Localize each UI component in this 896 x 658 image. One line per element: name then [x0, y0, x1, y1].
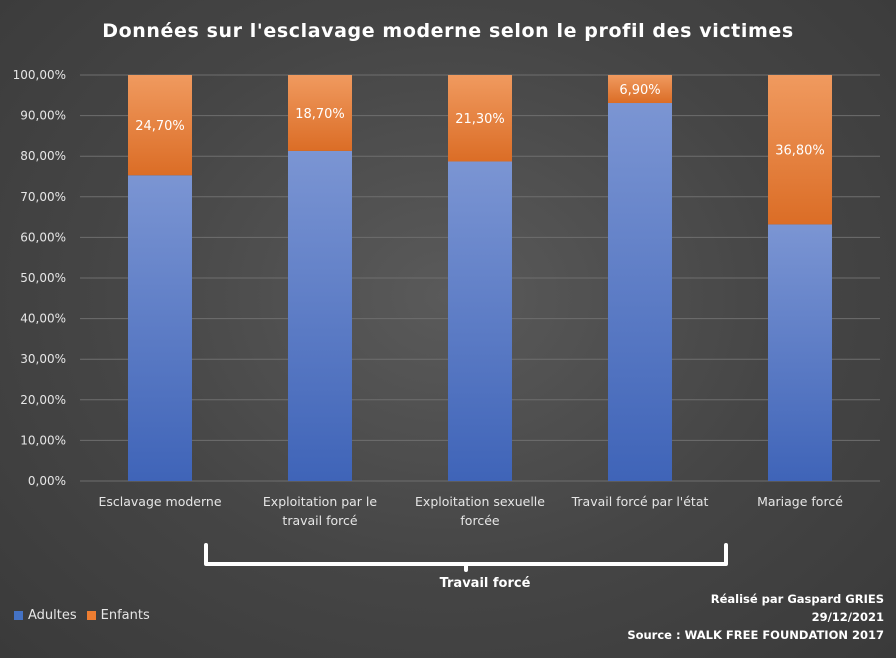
x-category-label: Exploitation sexuelle [415, 494, 545, 509]
bracket-label: Travail forcé [439, 576, 531, 591]
y-tick-label: 90,00% [20, 109, 66, 123]
y-tick-label: 0,00% [28, 474, 66, 488]
legend-swatch-adultes [14, 611, 23, 620]
bar-enfants-4 [768, 75, 832, 225]
bar-adultes-4 [768, 224, 832, 481]
legend-swatch-enfants [86, 611, 96, 620]
x-category-label: travail forcé [282, 513, 357, 528]
y-tick-label: 10,00% [20, 433, 66, 447]
bar-adultes-2 [448, 161, 512, 481]
group-bracket [204, 543, 728, 572]
x-category-label: Esclavage moderne [98, 494, 221, 509]
credit-date: 29/12/2021 [811, 610, 884, 624]
y-tick-label: 40,00% [20, 312, 66, 326]
y-tick-label: 30,00% [20, 352, 66, 366]
data-label: 21,30% [455, 112, 505, 127]
legend-item-adultes: Adultes [14, 608, 77, 623]
data-label: 18,70% [295, 107, 345, 122]
bar-adultes-0 [128, 175, 192, 482]
x-category-label: Mariage forcé [757, 494, 843, 509]
bar-enfants-1 [288, 75, 352, 151]
data-label: 6,90% [619, 83, 660, 98]
legend-label-adultes: Adultes [28, 608, 77, 623]
y-tick-label: 70,00% [20, 190, 66, 204]
y-tick-label: 20,00% [20, 393, 66, 407]
legend-item-enfants: Enfants [86, 608, 150, 623]
y-tick-label: 100,00% [13, 68, 66, 82]
chart-title: Données sur l'esclavage moderne selon le… [102, 20, 794, 42]
bar-adultes-1 [288, 150, 352, 481]
y-tick-label: 60,00% [20, 230, 66, 244]
bar-enfants-3 [608, 75, 672, 104]
x-category-label: forcée [460, 513, 499, 528]
data-label: 24,70% [135, 119, 185, 134]
y-tick-label: 80,00% [20, 149, 66, 163]
credit-source: Source : WALK FREE FOUNDATION 2017 [627, 628, 884, 642]
bar-enfants-2 [448, 75, 512, 162]
legend-label-enfants: Enfants [100, 608, 150, 623]
x-category-label: Travail forcé par l'état [571, 494, 709, 509]
legend: Adultes Enfants [14, 608, 160, 623]
credits: Réalisé par Gaspard GRIES 29/12/2021 Sou… [627, 590, 884, 644]
credit-author: Réalisé par Gaspard GRIES [710, 592, 884, 606]
x-category-label: Exploitation par le [263, 494, 377, 509]
bar-adultes-3 [608, 103, 672, 481]
y-tick-label: 50,00% [20, 271, 66, 285]
data-label: 36,80% [775, 144, 825, 159]
bar-enfants-0 [128, 75, 192, 176]
